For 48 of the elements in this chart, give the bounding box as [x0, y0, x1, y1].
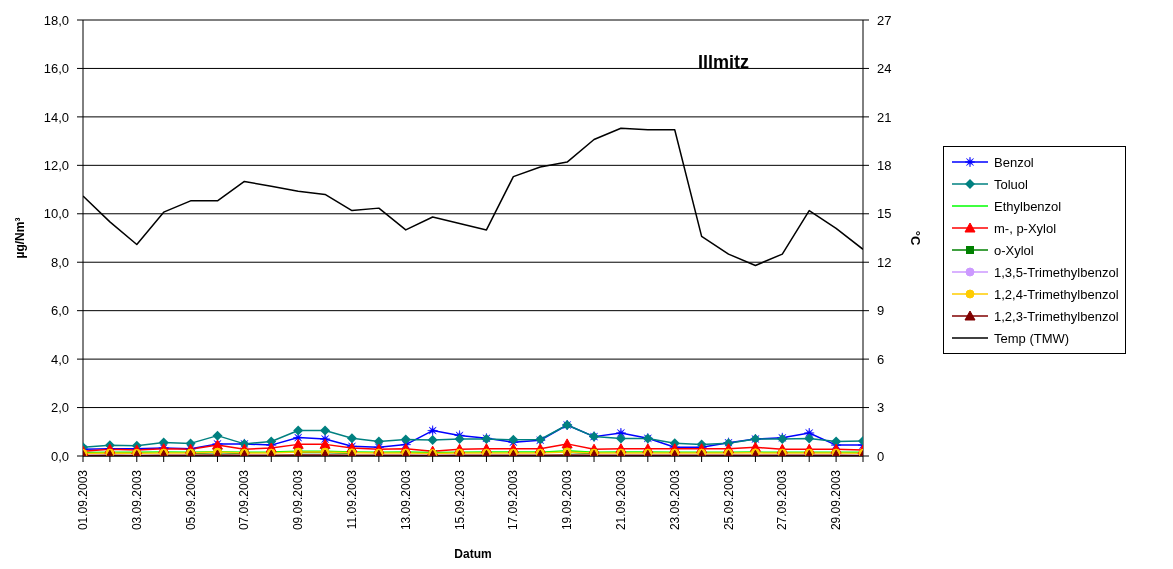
x-tick-label: 03.09.2003	[129, 469, 144, 531]
y2-tick-label: 24	[877, 61, 892, 77]
x-tick-label: 25.09.2003	[721, 469, 736, 531]
legend-label: Benzol	[994, 154, 1034, 170]
y2-tick-label: 21	[877, 109, 892, 125]
y2-tick-label: 12	[877, 254, 892, 270]
legend-label: 1,2,4-Trimethylbenzol	[994, 286, 1119, 302]
x-tick-label: 19.09.2003	[560, 469, 575, 531]
y2-tick-label: 6	[877, 351, 885, 367]
y-tick-label: 2,0	[50, 400, 69, 416]
annotation: Illmitz	[698, 52, 750, 73]
y-axis-title: µg/Nm³	[13, 217, 28, 259]
y2-tick-label: 18	[877, 157, 892, 173]
x-axis-title: Datum	[454, 547, 492, 561]
y-tick-label: 8,0	[50, 254, 69, 270]
legend-label: o-Xylol	[994, 242, 1034, 258]
x-tick-label: 01.09.2003	[76, 469, 90, 531]
x-tick-label: 17.09.2003	[506, 469, 521, 531]
x-tick-label: 23.09.2003	[667, 469, 682, 531]
legend-label: Ethylbenzol	[994, 198, 1062, 214]
y2-tick-label: 0	[877, 448, 885, 464]
x-tick-label: 13.09.2003	[398, 469, 413, 531]
y-tick-label: 14,0	[43, 109, 69, 125]
y-tick-label: 4,0	[50, 351, 69, 367]
legend-label: 1,2,3-Trimethylbenzol	[994, 308, 1119, 324]
legend-label: Toluol	[994, 176, 1028, 192]
legend-label: 1,3,5-Trimethylbenzol	[994, 264, 1119, 280]
y2-tick-label: 3	[877, 400, 885, 416]
y2-tick-label: 15	[877, 206, 892, 222]
y2-tick-label: 9	[877, 303, 885, 319]
y2-tick-label: 27	[877, 12, 892, 28]
x-tick-label: 21.09.2003	[613, 469, 628, 531]
legend-label: m-, p-Xylol	[994, 220, 1057, 236]
y-tick-label: 12,0	[43, 157, 69, 173]
y-tick-label: 18,0	[43, 12, 69, 28]
x-tick-label: 27.09.2003	[775, 469, 790, 531]
y2-axis-title: °C	[908, 230, 924, 246]
legend-label: Temp (TMW)	[994, 330, 1070, 346]
y-tick-label: 16,0	[43, 61, 69, 77]
x-tick-label: 09.09.2003	[291, 469, 306, 531]
x-tick-label: 07.09.2003	[237, 469, 252, 531]
y-tick-label: 6,0	[50, 303, 69, 319]
x-tick-label: 11.09.2003	[344, 469, 359, 530]
x-tick-label: 15.09.2003	[452, 469, 467, 531]
x-tick-label: 05.09.2003	[183, 469, 198, 531]
y-tick-label: 10,0	[43, 206, 69, 222]
x-tick-label: 29.09.2003	[829, 469, 844, 531]
y-tick-label: 0,0	[50, 448, 69, 464]
